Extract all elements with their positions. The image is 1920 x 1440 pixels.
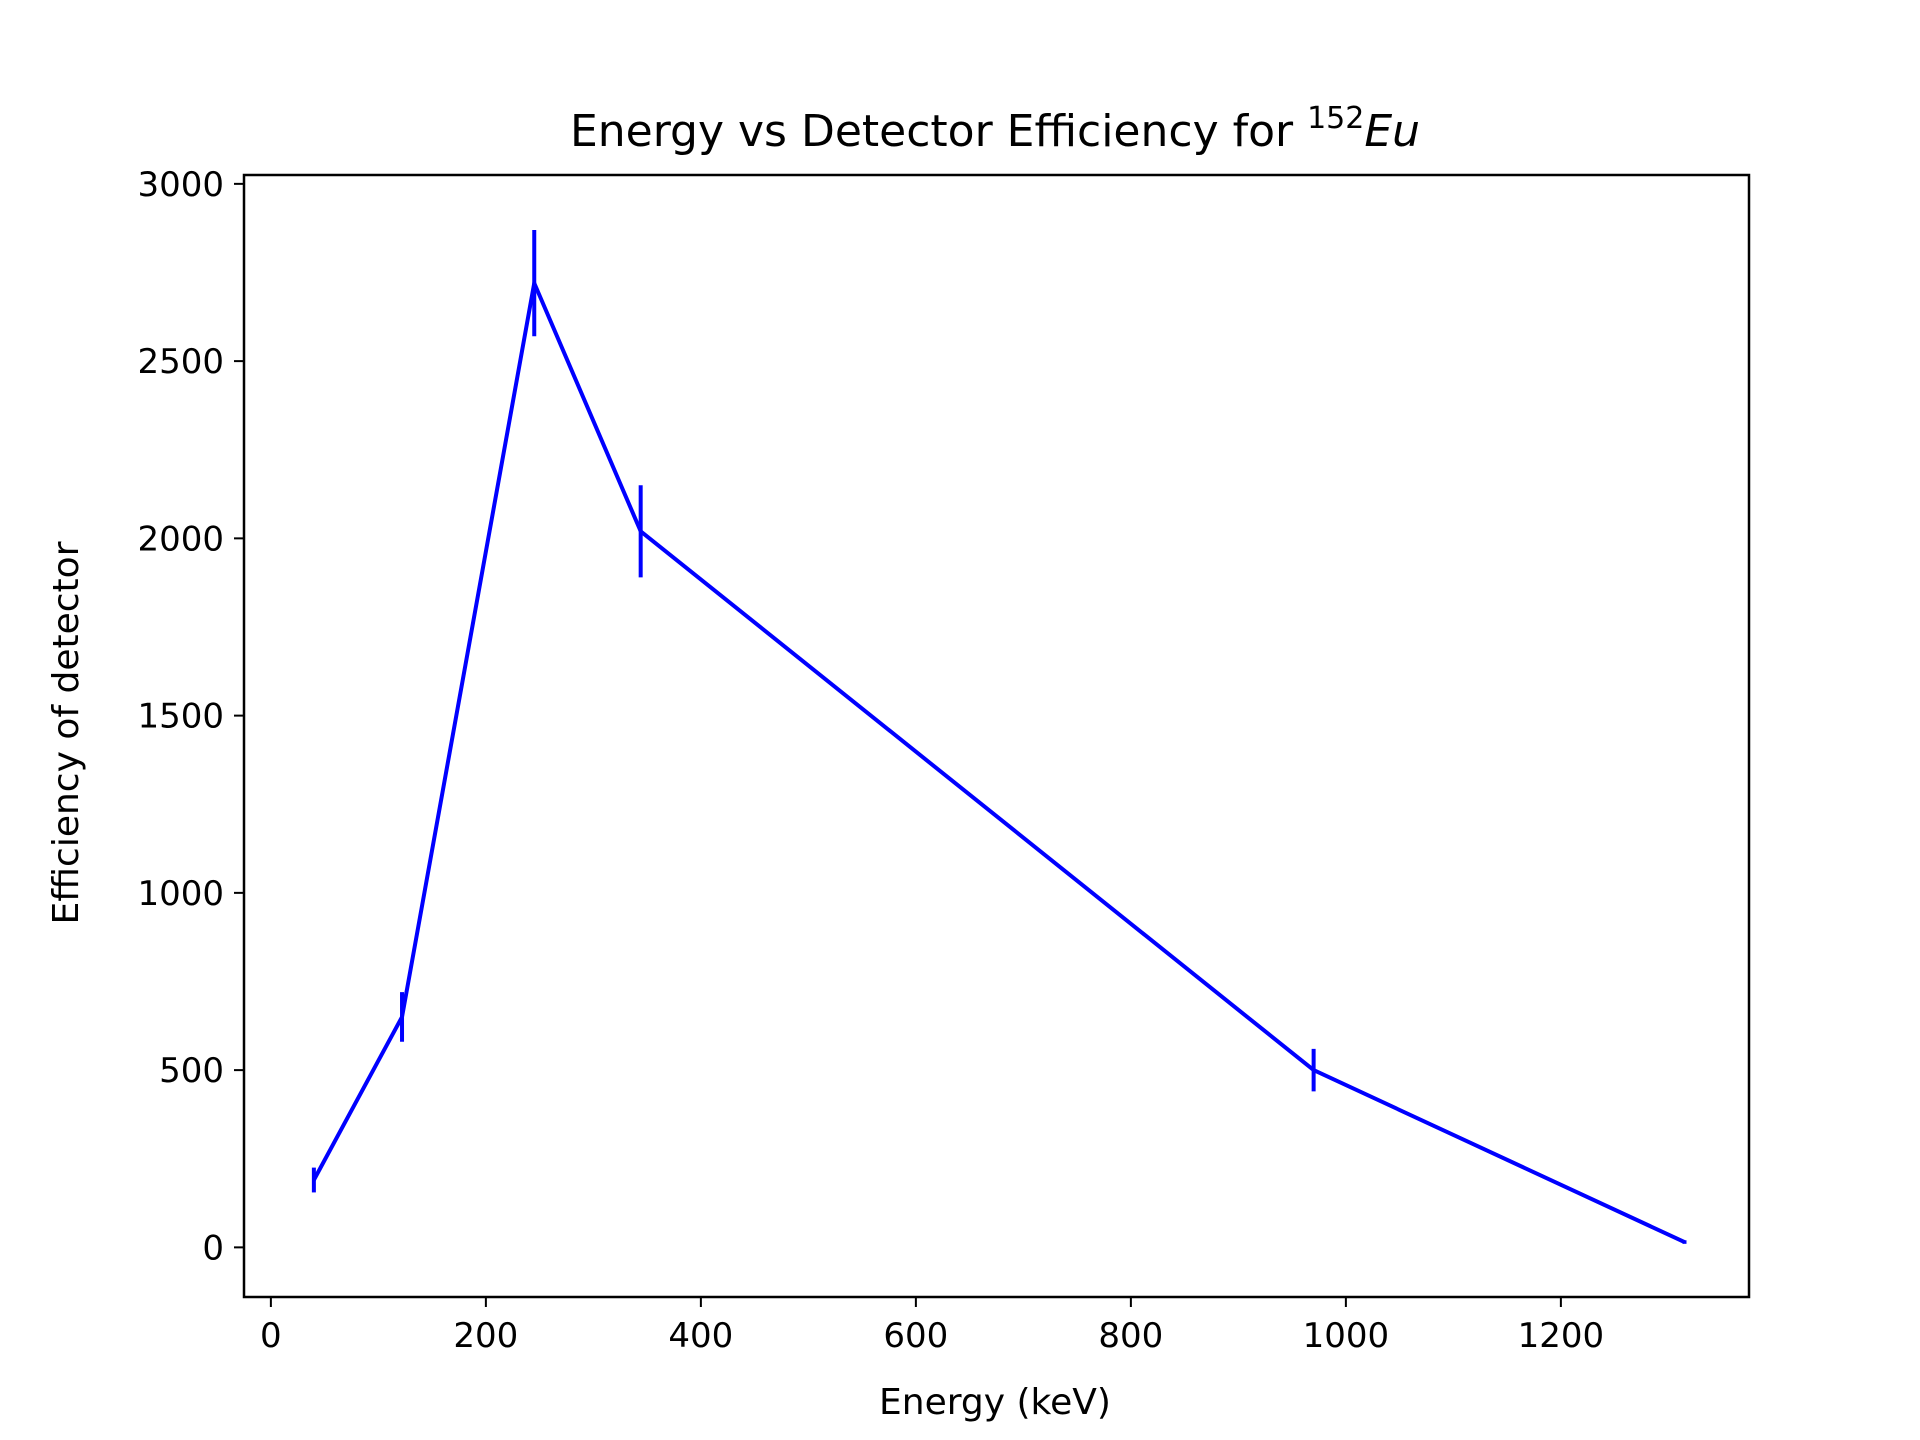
x-axis-label: Energy (keV)	[879, 1382, 1111, 1423]
y-tick-label: 0	[202, 1228, 224, 1268]
y-tick-label: 1000	[137, 874, 224, 914]
y-tick-label: 3000	[137, 165, 224, 205]
chart-title: Energy vs Detector Efficiency for 152Eu	[570, 101, 1420, 157]
y-tick-label: 1500	[137, 697, 224, 737]
y-tick-label: 2000	[137, 519, 224, 559]
x-tick-label: 400	[668, 1316, 733, 1356]
series-line	[312, 281, 1686, 1244]
x-tick-label: 0	[260, 1316, 282, 1356]
x-tick-label: 1200	[1518, 1316, 1605, 1356]
series-layer	[311, 229, 1687, 1244]
y-tick-label: 2500	[137, 342, 224, 382]
plot-area-frame	[242, 173, 1751, 1299]
y-tick-label: 500	[159, 1051, 224, 1091]
x-tick-label: 200	[453, 1316, 518, 1356]
x-tick-label: 1000	[1303, 1316, 1390, 1356]
data-point	[401, 1016, 403, 1018]
y-axis-ticks: 0 500 1000 1500 2000 2500 3000	[137, 165, 244, 1268]
data-point	[640, 530, 642, 532]
x-tick-label: 800	[1098, 1316, 1163, 1356]
x-axis-ticks: 0 200 400 600 800 1000 1200	[260, 1297, 1604, 1356]
data-point	[1684, 1241, 1685, 1243]
data-point	[1313, 1069, 1315, 1071]
chart-title-isotope: Eu	[1364, 106, 1420, 157]
chart-title-superscript: 152	[1307, 101, 1364, 136]
chart-title-main: Energy vs Detector Efficiency for	[570, 106, 1307, 157]
data-point	[533, 282, 535, 284]
data-point	[313, 1179, 315, 1181]
x-tick-label: 600	[883, 1316, 948, 1356]
y-axis-label: Efficiency of detector	[46, 541, 87, 924]
